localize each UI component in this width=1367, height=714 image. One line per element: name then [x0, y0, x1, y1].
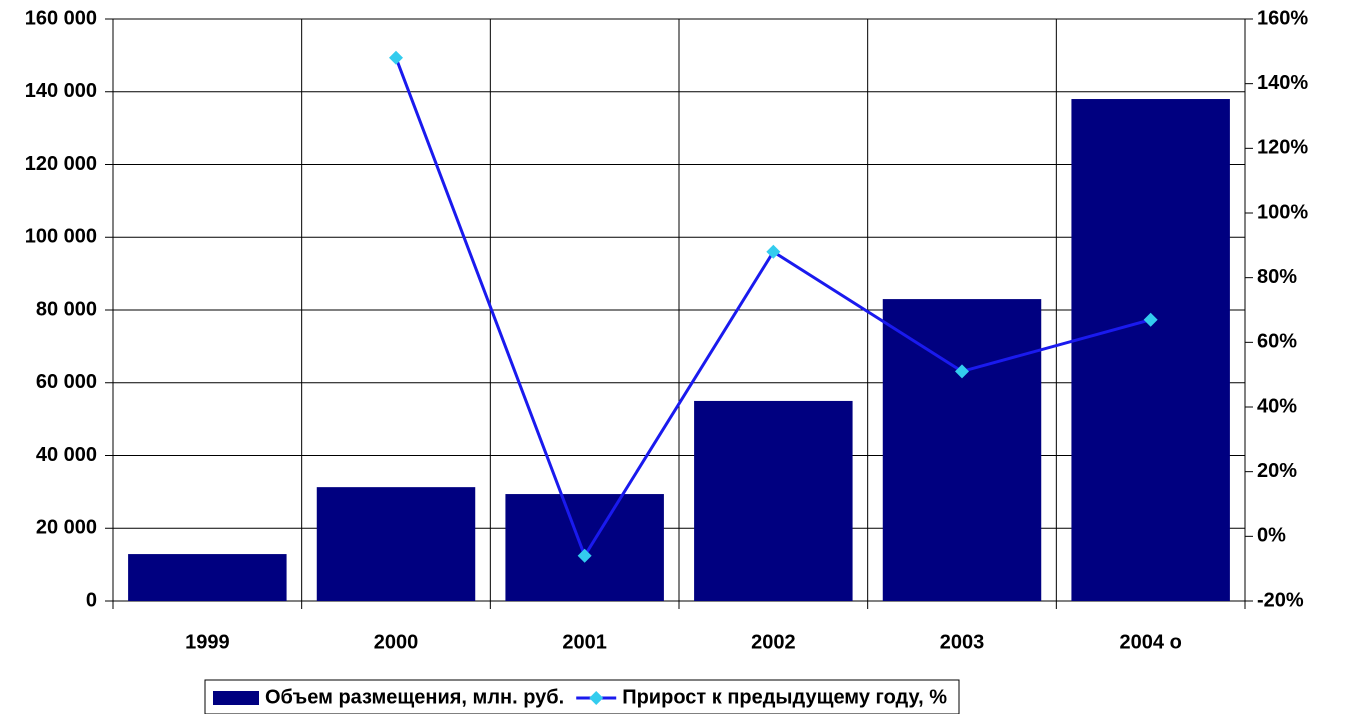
marker — [577, 548, 592, 563]
bar — [505, 494, 664, 601]
y2-tick-label: -20% — [1257, 589, 1304, 611]
x-tick-label: 2002 — [751, 631, 796, 653]
legend-swatch — [213, 691, 259, 705]
y2-tick-label: 0% — [1257, 525, 1286, 547]
y2-tick-label: 60% — [1257, 331, 1297, 353]
x-tick-label: 2004 о — [1120, 631, 1182, 653]
y-tick-label: 120 000 — [25, 153, 97, 175]
x-tick-label: 1999 — [185, 631, 230, 653]
bar — [694, 400, 853, 601]
y-tick-label: 100 000 — [25, 226, 97, 248]
y2-tick-label: 160% — [1257, 7, 1308, 29]
y-tick-label: 140 000 — [25, 80, 97, 102]
y-tick-label: 160 000 — [25, 7, 97, 29]
x-tick-label: 2000 — [374, 631, 419, 653]
y2-tick-label: 80% — [1257, 266, 1297, 288]
bar — [316, 487, 476, 601]
legend-label: Прирост к предыдущему году, % — [622, 686, 947, 708]
y2-tick-label: 100% — [1257, 201, 1308, 223]
y-tick-label: 80 000 — [36, 298, 97, 320]
y-tick-label: 60 000 — [36, 371, 97, 393]
y2-tick-label: 120% — [1257, 137, 1308, 159]
y2-tick-label: 20% — [1257, 460, 1297, 482]
bar — [128, 554, 287, 601]
legend-label: Объем размещения, млн. руб. — [265, 686, 564, 708]
x-tick-label: 2001 — [562, 631, 607, 653]
marker — [389, 50, 403, 65]
bar — [1071, 99, 1230, 602]
legend-marker — [589, 691, 604, 705]
y2-tick-label: 140% — [1257, 72, 1308, 94]
marker — [955, 364, 969, 379]
marker — [1143, 312, 1158, 327]
y-tick-label: 40 000 — [36, 444, 97, 466]
x-tick-label: 2003 — [940, 631, 985, 653]
y2-tick-label: 40% — [1257, 395, 1297, 417]
marker — [766, 244, 781, 259]
y-tick-label: 20 000 — [36, 517, 97, 539]
bar — [882, 299, 1042, 601]
y-tick-label: 0 — [86, 589, 97, 611]
